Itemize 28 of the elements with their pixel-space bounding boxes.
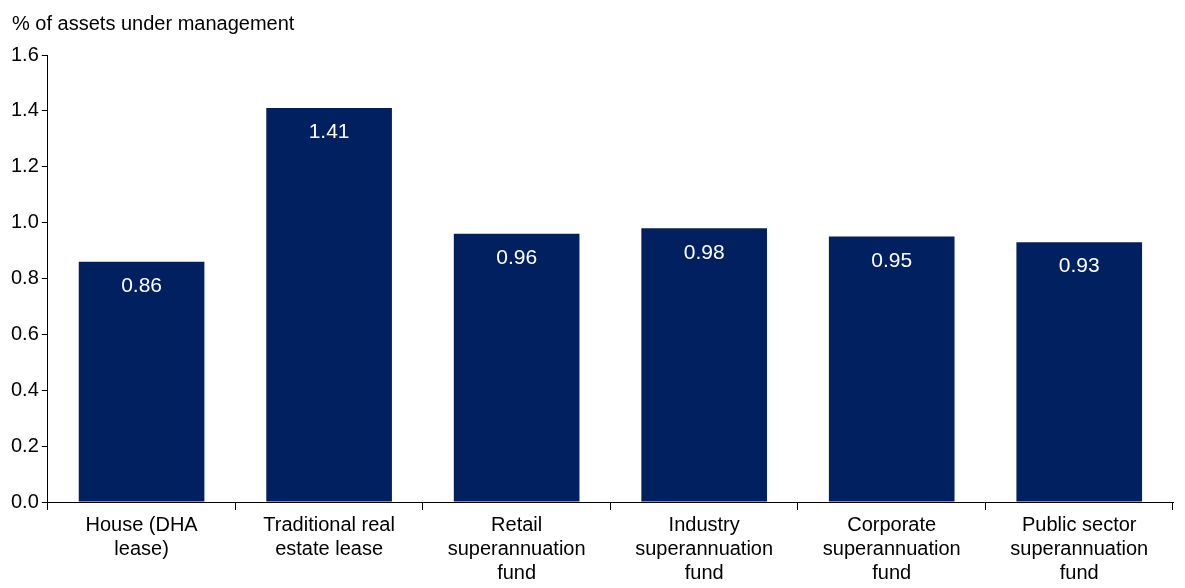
y-tick-label: 1.0 (10, 210, 39, 233)
y-tick-label: 0.8 (10, 266, 39, 289)
bar (78, 261, 205, 502)
y-tick-label: 1.2 (10, 154, 39, 177)
x-tick-label: Traditional real estate lease (263, 512, 395, 559)
y-tick-label: 0.6 (10, 321, 39, 344)
y-tick-label: 0.0 (10, 489, 39, 512)
bar (828, 236, 955, 502)
x-tick-label: Industry superannuation fund (635, 512, 774, 583)
y-axis-title: % of assets under management (12, 12, 295, 35)
x-tick-label: House (DHA lease) (85, 512, 199, 559)
y-tick-label: 0.4 (10, 377, 39, 400)
bar (266, 108, 392, 502)
x-tick-label: Retail superannuation fund (447, 512, 586, 583)
y-tick-label: 0.2 (10, 433, 39, 456)
y-tick-label: 1.4 (10, 98, 39, 121)
bar (641, 228, 767, 502)
bar (453, 233, 580, 502)
x-tick-label: Public sector superannuation fund (1010, 512, 1149, 583)
data-label: 0.98 (683, 239, 725, 263)
data-label: 0.96 (496, 245, 538, 269)
data-label: 1.41 (308, 119, 350, 143)
bar (1016, 242, 1143, 502)
y-tick-label: 1.6 (10, 42, 39, 65)
data-label: 0.86 (121, 273, 163, 297)
x-tick-label: Corporate superannuation fund (822, 512, 961, 583)
data-label: 0.95 (871, 247, 913, 271)
data-label: 0.93 (1058, 253, 1100, 277)
